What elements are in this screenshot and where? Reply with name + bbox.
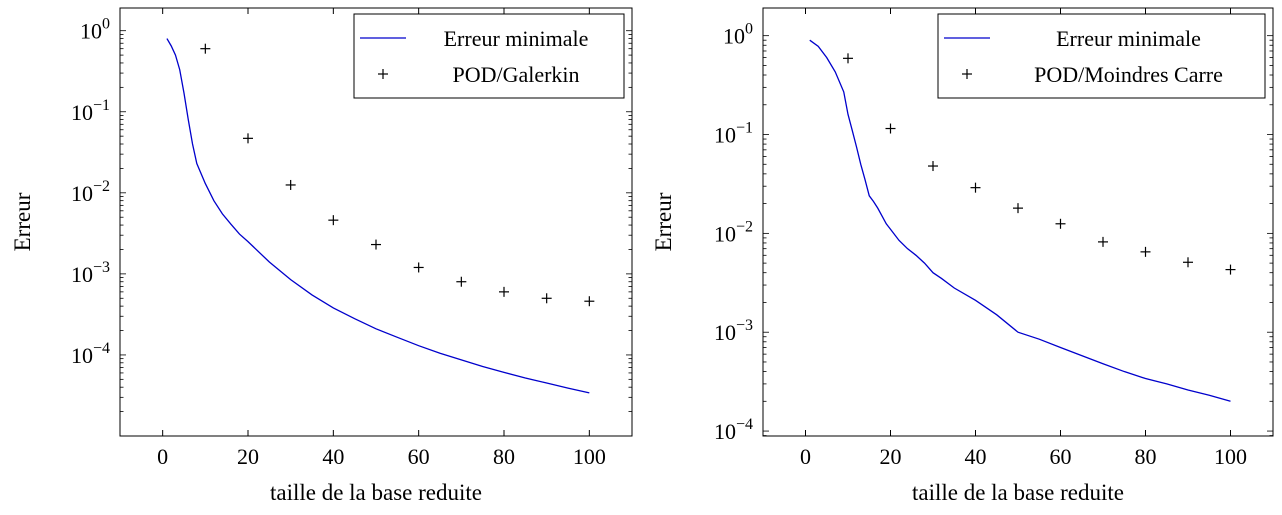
data-point-marker — [371, 239, 381, 250]
data-point-marker — [1225, 264, 1236, 275]
y-tick-label: 10−3 — [714, 317, 753, 345]
y-tick-base: 10 — [714, 123, 736, 148]
legend-label: POD/Galerkin — [452, 62, 579, 87]
y-tick-label: 100 — [723, 21, 753, 49]
data-point-marker — [200, 43, 211, 54]
x-tick-label: 40 — [322, 444, 344, 469]
y-tick-label: 100 — [80, 16, 110, 44]
y-axis-label: Erreur — [10, 192, 35, 251]
y-tick-exponent: 0 — [745, 21, 753, 38]
legend-symbol — [962, 69, 972, 79]
data-point-marker — [499, 286, 509, 297]
data-point-marker — [1183, 257, 1193, 268]
x-tick-label: 0 — [800, 444, 811, 469]
y-tick-base: 10 — [71, 100, 93, 125]
x-tick-label: 80 — [1135, 444, 1157, 469]
legend-box — [353, 13, 625, 99]
y-tick-base: 10 — [714, 419, 736, 444]
legend-symbol — [378, 69, 388, 79]
data-point-marker — [413, 262, 424, 273]
legend-label: Erreur minimale — [1056, 26, 1201, 51]
y-tick-label: 10−1 — [714, 120, 753, 148]
legend-box — [937, 13, 1266, 99]
data-point-marker — [243, 133, 253, 144]
data-point-marker — [285, 179, 296, 190]
x-tick-label: 40 — [965, 444, 987, 469]
y-tick-exponent: −1 — [93, 97, 110, 114]
y-tick-exponent: 0 — [102, 16, 110, 33]
data-point-marker — [328, 215, 339, 226]
x-tick-label: 20 — [880, 444, 902, 469]
data-point-marker — [970, 182, 981, 193]
y-tick-label: 10−2 — [71, 178, 110, 206]
legend-label: POD/Moindres Carre — [1034, 62, 1223, 87]
plot-frame — [762, 7, 1274, 437]
y-tick-label: 10−4 — [71, 340, 110, 368]
x-tick-label: 60 — [408, 444, 430, 469]
data-point-marker — [541, 293, 552, 304]
plot-frame — [119, 7, 633, 437]
x-tick-label: 0 — [157, 444, 168, 469]
x-tick-label: 100 — [573, 444, 606, 469]
y-tick-label: 10−3 — [71, 259, 110, 287]
y-tick-base: 10 — [71, 181, 93, 206]
y-tick-base: 10 — [71, 343, 93, 368]
data-point-marker — [584, 296, 595, 307]
legend-label: Erreur minimale — [444, 26, 589, 51]
y-tick-base: 10 — [80, 19, 102, 44]
y-tick-exponent: −3 — [93, 259, 110, 276]
x-tick-label: 100 — [1214, 444, 1247, 469]
y-tick-label: 10−1 — [71, 97, 110, 125]
data-point-marker — [843, 53, 853, 64]
y-tick-exponent: −4 — [93, 340, 110, 357]
x-tick-label: 80 — [493, 444, 515, 469]
y-tick-exponent: −3 — [736, 317, 753, 334]
y-tick-exponent: −2 — [736, 218, 753, 235]
data-point-marker — [928, 161, 938, 172]
data-point-marker — [1055, 218, 1066, 229]
data-point-marker — [1140, 246, 1151, 257]
data-point-marker — [1013, 203, 1023, 214]
y-tick-base: 10 — [714, 320, 736, 345]
x-tick-label: 20 — [237, 444, 259, 469]
data-point-marker — [456, 276, 467, 287]
series-line-erreur-minimale — [809, 39, 1231, 402]
data-point-marker — [885, 123, 896, 134]
legend: Erreur minimale POD/Moindres Carre — [937, 13, 1266, 99]
x-tick-label: 60 — [1050, 444, 1072, 469]
x-axis-label: taille de la base reduite — [912, 480, 1124, 505]
y-tick-label: 10−2 — [714, 218, 753, 246]
y-tick-label: 10−4 — [714, 416, 753, 444]
y-tick-base: 10 — [714, 221, 736, 246]
y-tick-base: 10 — [71, 262, 93, 287]
y-tick-base: 10 — [723, 24, 745, 49]
y-axis-label: Erreur — [651, 192, 676, 251]
legend: Erreur minimale POD/Galerkin — [353, 13, 625, 99]
y-tick-exponent: −2 — [93, 178, 110, 195]
y-tick-exponent: −1 — [736, 120, 753, 137]
x-axis-label: taille de la base reduite — [270, 480, 482, 505]
y-tick-exponent: −4 — [736, 416, 753, 433]
series-line-erreur-minimale — [166, 38, 590, 394]
data-point-marker — [1098, 236, 1108, 247]
